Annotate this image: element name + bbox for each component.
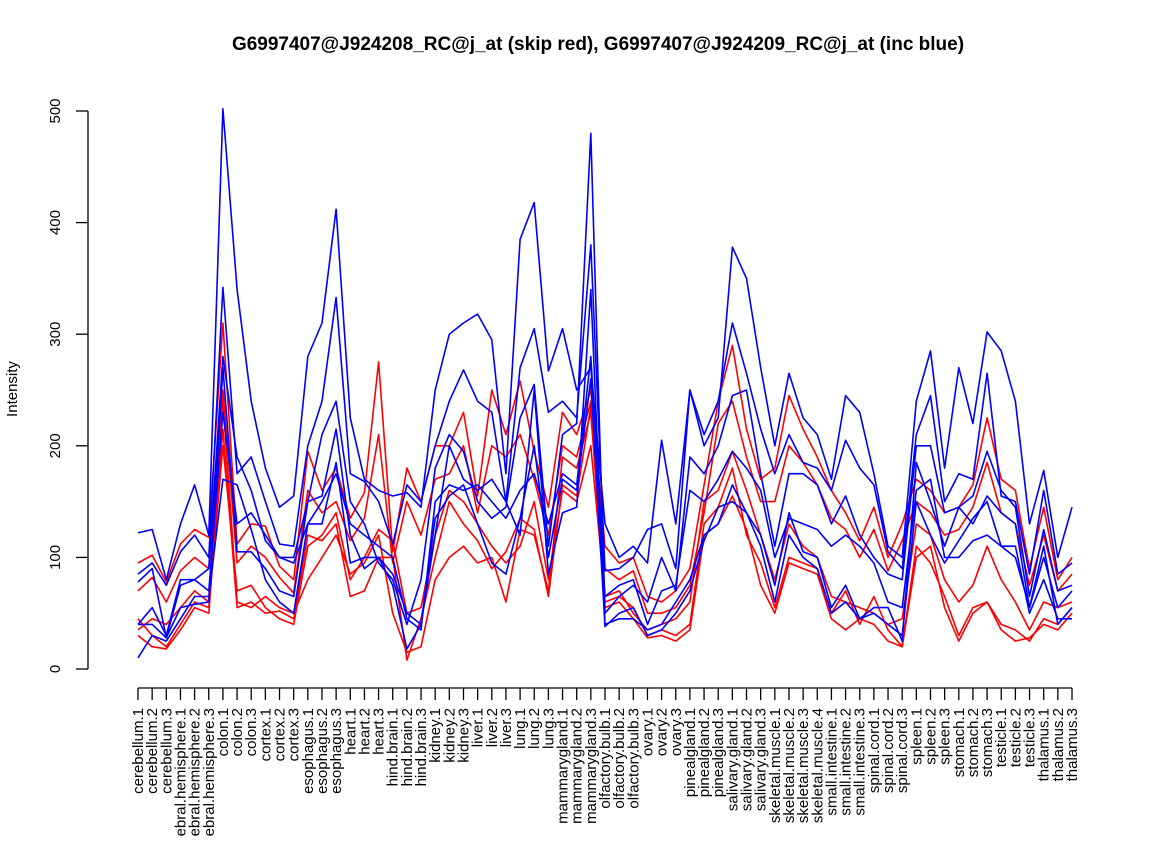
x-tick-label: kidney.1 xyxy=(427,708,444,763)
x-tick-label: colon.2 xyxy=(229,708,246,756)
x-tick-label: stomach.1 xyxy=(951,708,968,777)
x-tick-label: ebral.hemisphere.1 xyxy=(172,708,189,836)
x-tick-label: heart.3 xyxy=(371,708,388,755)
x-tick-label: hind.brain.3 xyxy=(413,708,430,786)
x-tick-label: stomach.3 xyxy=(979,708,996,777)
x-tick-label: spleen.2 xyxy=(922,708,939,765)
x-tick-label: colon.3 xyxy=(243,708,260,756)
x-tick-label: ovary.1 xyxy=(639,708,656,756)
x-tick-label: testicle.1 xyxy=(993,708,1010,767)
x-tick-label: colon.1 xyxy=(215,708,232,756)
y-tick-label: 400 xyxy=(47,210,64,235)
x-tick-label: ebral.hemisphere.2 xyxy=(187,708,204,836)
x-tick-label: esophagus.2 xyxy=(314,708,331,794)
x-tick-label: spleen.1 xyxy=(908,708,925,765)
x-tick-label: olfactory.bulb.2 xyxy=(611,708,628,809)
x-tick-label: kidney.3 xyxy=(455,708,472,763)
x-tick-label: thalamus.2 xyxy=(1050,708,1067,781)
series-line-skip-1 xyxy=(137,322,1073,603)
x-tick-label: cerebellum.2 xyxy=(144,708,161,794)
x-tick-label: cerebellum.3 xyxy=(158,708,175,794)
series-group xyxy=(137,108,1073,661)
x-tick-label: lung.3 xyxy=(540,708,557,749)
x-tick-label: cortex.1 xyxy=(257,708,274,761)
x-tick-label: skeletal.muscle.3 xyxy=(795,708,812,823)
x-tick-label: lung.2 xyxy=(526,708,543,749)
x-tick-label: stomach.2 xyxy=(965,708,982,777)
x-tick-label: liver.1 xyxy=(470,708,487,747)
x-tick-label: olfactory.bulb.3 xyxy=(625,708,642,809)
x-tick-label: spinal.cord.1 xyxy=(866,708,883,793)
x-tick-label: mammarygland.2 xyxy=(569,708,586,824)
x-tick-label: ovary.2 xyxy=(654,708,671,756)
x-tick-label: heart.2 xyxy=(356,708,373,755)
y-axis: 0 100 200 300 400 500 xyxy=(47,98,89,673)
y-tick-label: 200 xyxy=(47,433,64,458)
x-tick-label: mammarygland.3 xyxy=(583,708,600,824)
x-tick-label: spleen.3 xyxy=(937,708,954,765)
x-tick-label: cortex.3 xyxy=(286,708,303,761)
x-tick-label: hind.brain.1 xyxy=(385,708,402,786)
x-tick-label: spinal.cord.2 xyxy=(880,708,897,793)
x-tick-label: cortex.2 xyxy=(272,708,289,761)
series-line-inc-9 xyxy=(137,355,1073,639)
x-tick-label: salivary.gland.3 xyxy=(753,708,770,811)
x-tick-label: ebral.hemisphere.3 xyxy=(201,708,218,836)
x-tick-label: skeletal.muscle.1 xyxy=(767,708,784,823)
series-line-inc-6 xyxy=(137,108,1073,581)
x-tick-label: spinal.cord.3 xyxy=(894,708,911,793)
x-tick-label: salivary.gland.2 xyxy=(739,708,756,811)
x-tick-label: hind.brain.2 xyxy=(399,708,416,786)
x-tick-label: kidney.2 xyxy=(441,708,458,763)
series-line-inc-7 xyxy=(137,244,1073,587)
y-tick-label: 100 xyxy=(47,545,64,570)
x-tick-label: small.intestine.3 xyxy=(852,708,869,816)
x-tick-label: small.intestine.1 xyxy=(823,708,840,816)
y-tick-label: 0 xyxy=(47,665,64,673)
series-line-inc-11 xyxy=(138,366,1072,650)
x-tick-label: liver.3 xyxy=(498,708,515,747)
x-tick-label: pinealgland.1 xyxy=(682,708,699,797)
y-tick-label: 300 xyxy=(47,322,64,347)
x-tick-label: pinealgland.2 xyxy=(696,708,713,797)
x-tick-label: esophagus.3 xyxy=(328,708,345,794)
x-tick-label: ovary.3 xyxy=(668,708,685,756)
x-tick-label: skeletal.muscle.2 xyxy=(781,708,798,823)
x-tick-label: salivary.gland.1 xyxy=(724,708,741,811)
y-tick-label: 500 xyxy=(47,98,64,123)
x-tick-label: heart.1 xyxy=(342,708,359,755)
x-tick-label: testicle.3 xyxy=(1022,708,1039,767)
x-tick-label: mammarygland.1 xyxy=(555,708,572,824)
x-axis: cerebellum.1cerebellum.2cerebellum.3ebra… xyxy=(130,687,1081,836)
x-tick-label: thalamus.3 xyxy=(1064,708,1081,781)
x-tick-label: olfactory.bulb.1 xyxy=(597,708,614,809)
x-tick-label: testicle.2 xyxy=(1007,708,1024,767)
x-tick-label: esophagus.1 xyxy=(300,708,317,794)
x-tick-label: skeletal.muscle.4 xyxy=(809,708,826,823)
x-tick-label: lung.1 xyxy=(512,708,529,749)
x-tick-label: pinealgland.3 xyxy=(710,708,727,797)
x-tick-label: liver.2 xyxy=(484,708,501,747)
x-tick-label: small.intestine.2 xyxy=(838,708,855,816)
chart-title: G6997407@J924208_RC@j_at (skip red), G69… xyxy=(232,34,964,55)
x-tick-label: cerebellum.1 xyxy=(130,708,147,794)
x-tick-label: thalamus.1 xyxy=(1036,708,1053,781)
y-axis-label: Intensity xyxy=(4,361,21,417)
